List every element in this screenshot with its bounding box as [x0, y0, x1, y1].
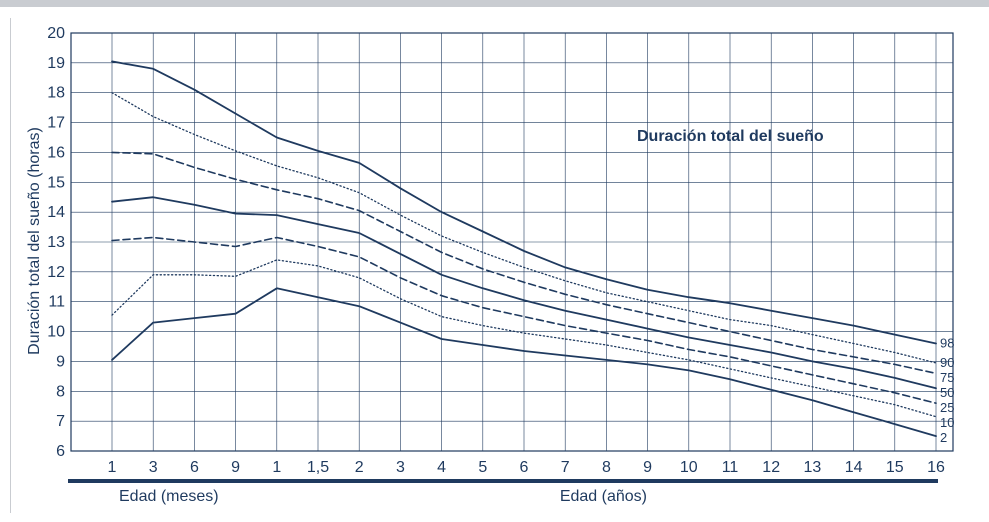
x-tick-label: 1,5	[307, 459, 329, 476]
y-tick-label: 6	[56, 443, 65, 460]
y-tick-label: 10	[47, 324, 65, 341]
y-axis-title: Duración total del sueño (horas)	[26, 127, 43, 355]
x-tick-label: 13	[804, 459, 822, 476]
x-tick-label: 9	[643, 459, 652, 476]
x-tick-label: 6	[190, 459, 199, 476]
series-line-p10	[111, 259, 937, 418]
age-group-bar	[268, 479, 938, 483]
y-tick-label: 11	[48, 294, 65, 311]
x-tick-label: 15	[886, 459, 904, 476]
y-tick-label: 18	[47, 85, 65, 102]
x-tick-label: 7	[561, 459, 570, 476]
x-tick-label: 5	[478, 459, 487, 476]
percentile-label: 75	[940, 370, 954, 385]
x-tick-label: 3	[149, 459, 158, 476]
y-tick-label: 12	[47, 264, 65, 281]
x-tick-label: 8	[602, 459, 611, 476]
x-tick-label: 12	[762, 459, 780, 476]
series-line-p98	[111, 60, 937, 345]
y-tick-label: 7	[56, 413, 65, 430]
age-group-label: Edad (meses)	[119, 488, 219, 505]
series-line-p2	[111, 287, 937, 438]
age-group-bars: Edad (meses) Edad (años)	[68, 479, 938, 505]
y-tick-label: 15	[47, 174, 65, 191]
x-tick-label: 14	[845, 459, 863, 476]
x-tick-label: 1	[272, 459, 281, 476]
y-tick-label: 14	[47, 204, 65, 221]
y-tick-label: 9	[56, 353, 65, 370]
percentile-label: 98	[940, 336, 954, 351]
percentile-label: 25	[940, 400, 954, 415]
y-tick-label: 19	[47, 55, 65, 72]
y-tick-label: 16	[47, 144, 65, 161]
top-border-bar	[0, 0, 989, 7]
chart-series	[111, 60, 937, 438]
y-tick-label: 8	[56, 383, 65, 400]
percentile-label: 90	[940, 355, 954, 370]
y-tick-label: 20	[47, 25, 65, 42]
chart-grid	[70, 32, 954, 452]
x-tick-label: 16	[927, 459, 945, 476]
series-line-p25	[111, 236, 937, 405]
x-tick-label: 4	[437, 459, 446, 476]
series-line-p90	[111, 92, 937, 364]
x-tick-label: 2	[355, 459, 364, 476]
x-tick-label: 11	[722, 459, 739, 476]
left-border-rule	[10, 18, 11, 513]
age-group-bar	[68, 479, 270, 483]
series-line-p75	[111, 151, 937, 375]
y-tick-label: 13	[47, 234, 65, 251]
y-axis-ticks: 6 7 8 9 10 11 12 13 14 15 16 17 18 19 20	[47, 25, 65, 460]
x-tick-label: 6	[520, 459, 529, 476]
chart-title: Duración total del sueño	[637, 128, 824, 145]
age-group-label: Edad (años)	[560, 488, 647, 505]
x-tick-label: 9	[231, 459, 240, 476]
y-tick-label: 17	[47, 115, 65, 132]
percentile-label: 2	[940, 430, 947, 445]
x-axis-ticks: 1 3 6 9 1 1,5 2 3 4 5 6 7 8 9 10 11 12 13 14 15 16	[108, 459, 945, 476]
percentile-label: 50	[940, 385, 954, 400]
x-tick-label: 10	[680, 459, 698, 476]
series-line-p50	[111, 196, 937, 390]
x-tick-label: 1	[108, 459, 117, 476]
x-tick-label: 3	[396, 459, 405, 476]
percentile-label: 10	[940, 415, 954, 430]
